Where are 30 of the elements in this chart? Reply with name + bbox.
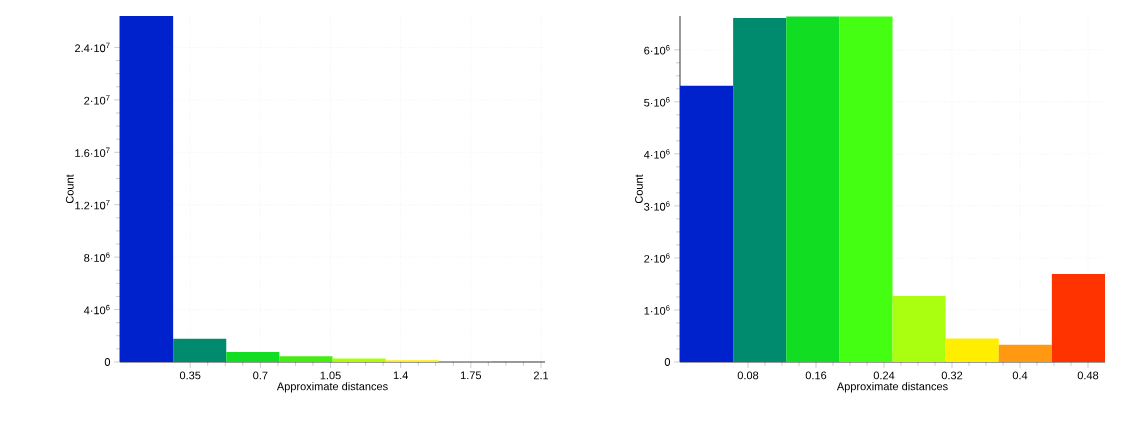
x-tick-label: 1.05: [320, 371, 341, 380]
y-tick-label: 4·10$^{6}$: [643, 149, 670, 159]
x-tick-label: 0.16: [805, 371, 827, 380]
y-tick-label: 5·10$^{6}$: [644, 97, 670, 107]
y-tick-label: 1.6·10$^{7}$: [75, 147, 110, 157]
x-tick-label: 0.35: [179, 371, 201, 380]
x-tick-label: 0.24: [873, 371, 895, 380]
y-axis-title: Count: [65, 174, 74, 204]
y-tick-label: 8·10$^{6}$: [84, 252, 110, 262]
y-tick-label: 2·10$^{7}$: [84, 95, 110, 105]
x-axis-title: Approximate distances: [276, 382, 388, 393]
x-tick-label: 2.1: [533, 371, 549, 380]
y-tick-label: 4·10$^{6}$: [83, 304, 110, 315]
x-tick-label: 0.4: [1012, 371, 1028, 380]
y-tick-label: 6·10$^{6}$: [644, 45, 670, 55]
y-tick-label: 1·10$^{6}$: [644, 305, 670, 315]
x-tick-label: 0.08: [737, 371, 759, 380]
y-tick-label: 0: [104, 358, 111, 366]
y-tick-label: 3·10$^{6}$: [644, 201, 670, 211]
y-tick-label: 2·10$^{6}$: [644, 253, 670, 263]
x-tick-label: 1.75: [460, 371, 482, 380]
x-tick-label: 0.48: [1077, 371, 1099, 380]
x-tick-label: 0.7: [253, 371, 268, 380]
y-tick-label: 2.4·10$^{7}$: [75, 42, 110, 53]
y-axis-title: Count: [635, 174, 643, 204]
x-tick-label: 1.4: [393, 371, 408, 380]
y-tick-label: 0: [664, 358, 671, 366]
x-axis-title: Approximate distances: [836, 382, 948, 393]
x-tick-label: 0.32: [941, 371, 963, 380]
y-tick-label: 1.2·10$^{7}$: [75, 200, 110, 210]
